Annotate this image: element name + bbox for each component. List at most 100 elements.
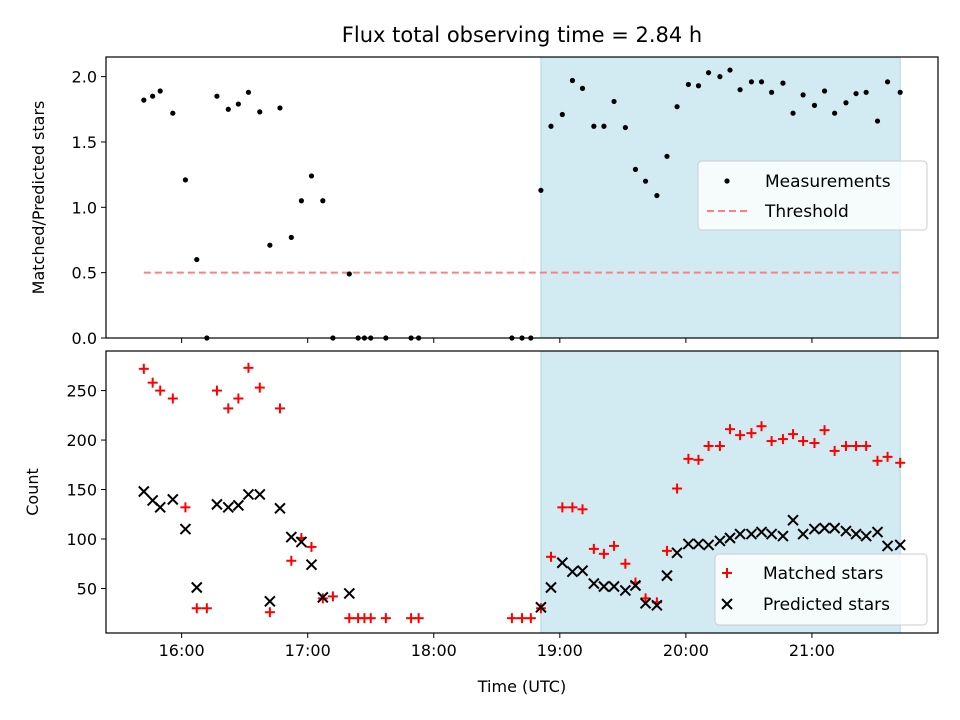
ratio-ticks: 0.0 0.5 1.0 1.5 2.0	[72, 68, 813, 348]
measurement-point	[346, 271, 352, 277]
ratio-legend-box	[697, 160, 928, 231]
predicted-star-point	[254, 488, 266, 501]
legend-measurements-label: Measurements	[765, 172, 891, 192]
matched-star-point	[598, 548, 609, 559]
predicted-star-point	[222, 501, 234, 514]
predicted-star-point	[692, 538, 705, 550]
matched-star-point	[233, 393, 244, 404]
measurement-point	[538, 187, 544, 193]
measurement-point	[601, 123, 607, 129]
matched-star-point	[609, 540, 620, 551]
predicted-star-point	[828, 522, 841, 534]
ratio-y-axis-label: Matched/Predicted stars	[29, 101, 48, 295]
measurement-point	[277, 105, 283, 111]
count-legend: Matched stars Predicted stars	[714, 553, 928, 626]
matched-star-point	[545, 551, 556, 562]
x-axis-label: Time (UTC)	[477, 677, 566, 696]
measurement-point	[245, 89, 252, 95]
legend-matched-label: Matched stars	[763, 564, 883, 584]
measurement-point	[622, 124, 628, 131]
matched-star-point	[201, 603, 212, 614]
matched-star-point	[788, 429, 799, 440]
measurement-point	[632, 166, 639, 172]
matched-star-point	[525, 613, 536, 624]
matched-star-point	[756, 421, 767, 432]
cross-stroke	[343, 587, 356, 600]
matched-star-point	[223, 403, 234, 414]
predicted-star-point	[343, 587, 356, 600]
predicted-star-point	[682, 538, 695, 550]
cross-stroke	[317, 591, 329, 604]
cross-stroke	[808, 523, 821, 535]
measurement-point	[170, 110, 176, 116]
cross-stroke	[745, 528, 758, 540]
cross-stroke	[264, 595, 276, 608]
cross-stroke	[661, 569, 673, 582]
cross-stroke	[285, 531, 298, 543]
count-plot-area	[138, 362, 906, 624]
predicted-star-point	[777, 530, 789, 542]
predicted-star-point	[724, 532, 736, 544]
matched-star-point	[577, 504, 588, 515]
predicted-star-point	[566, 565, 579, 578]
predicted-star-point	[745, 528, 758, 540]
predicted-star-point	[619, 584, 632, 597]
measurement-point	[591, 123, 597, 129]
matched-star-point	[746, 428, 757, 439]
measurement-point	[737, 87, 743, 93]
predicted-star-point	[765, 528, 778, 540]
cross-stroke	[242, 488, 255, 501]
y-tick-label: 50	[77, 579, 97, 598]
matched-star-point	[735, 430, 746, 441]
cross-stroke	[639, 597, 652, 610]
predicted-star-point	[840, 525, 852, 537]
measurement-point	[288, 234, 294, 240]
cross-stroke	[787, 514, 799, 526]
cross-stroke	[305, 559, 318, 571]
legend-measurements-marker	[724, 178, 730, 184]
measurement-point	[214, 93, 220, 99]
matched-star-point	[517, 613, 527, 624]
matched-star-point	[798, 436, 809, 447]
x-tick-label: 16:00	[159, 641, 205, 660]
cross-stroke	[755, 526, 768, 538]
cross-stroke	[566, 565, 579, 578]
matched-star-point	[882, 451, 893, 462]
cross-stroke	[721, 598, 733, 610]
y-tick-label: 2.0	[72, 68, 97, 87]
count-panel: 16:00 17:00 18:00 19:00 20:00 21:00 50 100 150 20…	[23, 350, 939, 696]
ratio-panel: 0.00.51.01.52.0 Matched/Predicted stars …	[29, 56, 939, 348]
cross-stroke	[828, 522, 841, 534]
cross-stroke	[138, 485, 150, 498]
cross-stroke	[232, 499, 245, 512]
matched-star-point	[211, 385, 222, 396]
y-tick-label: 0.5	[72, 264, 97, 283]
y-tick-label: 1.0	[72, 198, 97, 217]
predicted-star-point	[850, 528, 862, 540]
matched-star-point	[872, 455, 883, 466]
y-tick-label: 100	[66, 530, 97, 549]
cross-stroke	[588, 577, 600, 590]
count-y-axis-label: Count	[23, 468, 42, 516]
matched-star-point	[640, 593, 651, 604]
y-tick-label: 0.0	[72, 329, 97, 348]
cross-stroke	[734, 528, 746, 540]
measurement-point	[695, 83, 702, 89]
measurement-point	[748, 79, 755, 85]
cross-stroke	[714, 535, 726, 547]
x-tick-label: 20:00	[663, 641, 709, 660]
measurement-point	[843, 100, 849, 106]
matched-star-point	[714, 440, 725, 451]
predicted-star-point	[295, 536, 308, 548]
cross-stroke	[765, 528, 778, 540]
predicted-star-point	[702, 539, 715, 551]
matched-star-point	[588, 543, 599, 554]
predicted-star-point	[894, 539, 906, 551]
cross-stroke	[777, 530, 789, 542]
measurement-point	[664, 153, 670, 159]
matched-star-point	[413, 613, 424, 624]
predicted-star-point	[808, 523, 821, 535]
cross-stroke	[840, 525, 852, 537]
matched-star-point	[254, 382, 265, 393]
measurement-point	[141, 97, 147, 103]
